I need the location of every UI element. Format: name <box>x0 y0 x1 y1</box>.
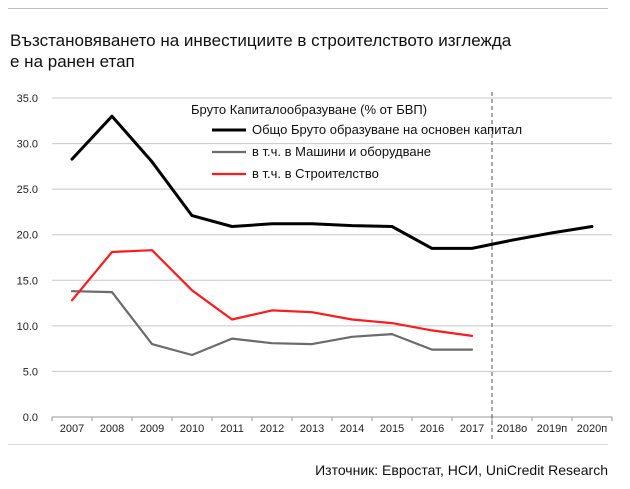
x-tick-label: 2009 <box>140 423 164 435</box>
series-line-3 <box>70 249 474 337</box>
x-tick-label: 2007 <box>60 423 84 435</box>
x-tick-label: 2011 <box>220 423 244 435</box>
legend-entry: в т.ч. в Строителство <box>252 166 379 181</box>
x-tick-label: 2016 <box>420 423 444 435</box>
legend-entry: в т.ч. в Машини и оборудване <box>252 144 431 159</box>
y-tick-label: 30.0 <box>17 139 38 151</box>
x-tick-label: 2017 <box>460 423 484 435</box>
line-chart: 0.05.010.015.020.025.030.035.0 2007 2008 2… <box>17 92 613 440</box>
chart-title-line-1: Възстановяването на инвестициите в строи… <box>10 31 512 50</box>
x-tick-label: 2012 <box>260 423 284 435</box>
series-line-2 <box>70 290 474 357</box>
y-tick-label: 15.0 <box>17 275 38 287</box>
legend-title: Бруто Капиталообразуване (% от БВП) <box>191 102 427 117</box>
y-tick-label: 5.0 <box>23 366 38 378</box>
chart-title: Възстановяването на инвестициите в строи… <box>10 30 610 72</box>
x-tick-label: 2020п <box>577 423 607 435</box>
x-tick-label: 2010 <box>180 423 204 435</box>
bottom-divider <box>8 444 608 445</box>
legend: Бруто Капиталообразуване (% от БВП) Общо… <box>191 102 522 181</box>
series-line-1 <box>70 114 594 250</box>
x-tick-label: 2018o <box>497 423 528 435</box>
series-lines <box>70 114 594 357</box>
y-tick-label: 35.0 <box>17 93 38 105</box>
chart-title-line-2: е на ранен етап <box>10 52 135 71</box>
source-note: Източник: Евростат, НСИ, UniCredit Resea… <box>315 462 608 478</box>
x-tick-label: 2013 <box>300 423 324 435</box>
grid <box>52 97 612 418</box>
y-tick-label: 0.0 <box>23 412 38 424</box>
y-tick-label: 10.0 <box>17 321 38 333</box>
x-tick-label: 2015 <box>380 423 404 435</box>
x-tick-label: 2014 <box>340 423 364 435</box>
x-axis: 2007 2008 2009 2010 2011 2012 2013 2014 2015 2016… <box>51 417 613 435</box>
x-tick-label: 2008 <box>100 423 124 435</box>
y-tick-label: 20.0 <box>17 230 38 242</box>
legend-entry: Общо Бруто образуване на основен капитал <box>252 122 522 137</box>
y-tick-label: 25.0 <box>17 184 38 196</box>
top-divider <box>8 8 608 9</box>
x-tick-label: 2019п <box>537 423 567 435</box>
